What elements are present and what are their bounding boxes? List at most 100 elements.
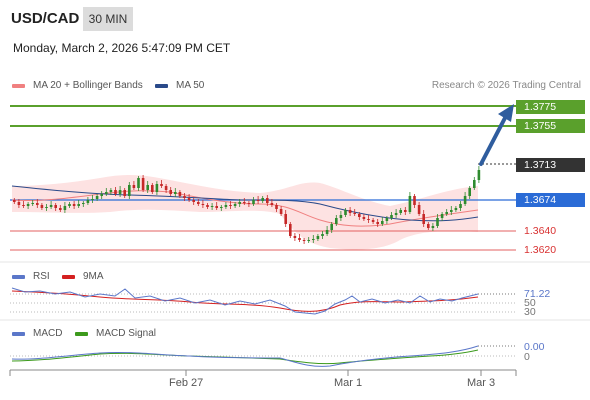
candle-body — [26, 204, 30, 206]
candle-body — [252, 200, 255, 204]
rsi-ma-swatch — [62, 274, 75, 279]
candle-body — [54, 205, 57, 208]
candle-body — [45, 207, 48, 208]
candle-body — [174, 192, 177, 194]
candle-body — [164, 186, 168, 190]
candle-body — [353, 213, 356, 214]
rsi-ma-line — [11, 290, 479, 312]
legend-macd-signal: MACD Signal — [75, 328, 156, 339]
support-2-label: 1.3620 — [524, 244, 557, 256]
support-1-label: 1.3640 — [524, 225, 557, 237]
candle-body — [256, 200, 260, 201]
candle-body — [224, 205, 228, 207]
rsi-level-30-label: 30 — [524, 306, 536, 318]
candle-body — [450, 210, 453, 212]
candle-body — [394, 213, 398, 215]
candle-body — [307, 240, 310, 241]
candle-body — [376, 222, 379, 224]
projection-arrow — [479, 114, 508, 166]
candle-body — [63, 206, 67, 210]
candle-body — [141, 178, 145, 190]
candle-body — [316, 236, 320, 239]
current-price-label: 1.3713 — [516, 158, 585, 172]
candle-body — [109, 190, 113, 192]
candle-body — [233, 204, 237, 206]
candle-body — [36, 203, 39, 205]
candle-body — [284, 214, 287, 224]
timeframe-button[interactable]: 30 MIN — [83, 7, 133, 31]
candle-body — [243, 202, 246, 203]
candle-body — [431, 226, 435, 228]
candle-body — [321, 234, 324, 236]
candle-body — [468, 188, 471, 196]
candle-body — [427, 224, 430, 228]
candle-body — [344, 210, 347, 215]
macd-signal-line — [11, 349, 479, 365]
legend-rsi: RSI — [12, 271, 50, 282]
candle-body — [31, 203, 34, 204]
ma50-line — [11, 185, 479, 222]
rsi-line — [11, 287, 479, 315]
legend-ma20: MA 20 + Bollinger Bands — [12, 80, 143, 91]
candle-body — [114, 190, 117, 194]
candle-body — [261, 198, 264, 201]
candle-body — [348, 210, 352, 213]
candle-body — [440, 214, 444, 218]
candle-body — [100, 194, 103, 196]
legend-rsi-label: RSI — [33, 271, 50, 282]
candle-body — [169, 190, 172, 194]
candle-body — [197, 202, 200, 204]
candle-body — [289, 224, 292, 236]
candle-body — [362, 217, 366, 219]
candle-body — [275, 205, 278, 209]
candle-body — [312, 239, 315, 240]
candle-body — [436, 218, 439, 226]
candle-body — [302, 240, 306, 241]
candle-body — [445, 212, 448, 214]
candle-body — [105, 192, 108, 194]
candle-body — [137, 178, 140, 188]
timestamp: Monday, March 2, 2026 5:47:09 PM CET — [13, 41, 231, 55]
candle-body — [270, 203, 274, 205]
candle-body — [210, 206, 214, 207]
candle-body — [91, 199, 94, 200]
candle-body — [229, 205, 232, 206]
x-label-mar3: Mar 3 — [467, 377, 496, 389]
rsi-level-50-label: 50 — [524, 297, 536, 309]
candle-body — [72, 204, 76, 206]
candle-body — [473, 180, 476, 188]
candle-body — [151, 185, 154, 192]
candle-body — [220, 207, 223, 208]
candle-body — [178, 192, 182, 196]
candle-body — [422, 214, 425, 224]
candle-body — [77, 204, 80, 206]
candle-body — [408, 196, 412, 212]
resistance-2-label: 1.3775 — [516, 100, 585, 114]
candle-body — [390, 215, 393, 218]
candle-body — [201, 204, 205, 205]
candle-body — [49, 205, 53, 207]
macd-swatch — [12, 331, 25, 336]
candle-body — [187, 198, 191, 200]
x-label-mar1: Mar 1 — [334, 377, 363, 389]
macd-value: 0.00 — [524, 341, 545, 353]
candle-body — [132, 185, 136, 188]
candle-body — [215, 206, 218, 208]
candle-body — [454, 208, 458, 210]
macd-zero-label: 0 — [524, 351, 530, 363]
candle-body — [298, 238, 301, 240]
bollinger-band-fill — [12, 174, 478, 250]
candle-body — [183, 196, 186, 198]
candle-body — [459, 204, 462, 208]
rsi-swatch — [12, 274, 25, 279]
candle-body — [367, 219, 370, 220]
candle-body — [238, 202, 241, 204]
candle-body — [417, 205, 421, 214]
candle-body — [59, 208, 62, 210]
candle-body — [325, 230, 329, 234]
legend-ma50-label: MA 50 — [176, 80, 205, 91]
candle-body — [82, 203, 85, 204]
candle-body — [160, 184, 163, 186]
candle-body — [155, 184, 159, 192]
